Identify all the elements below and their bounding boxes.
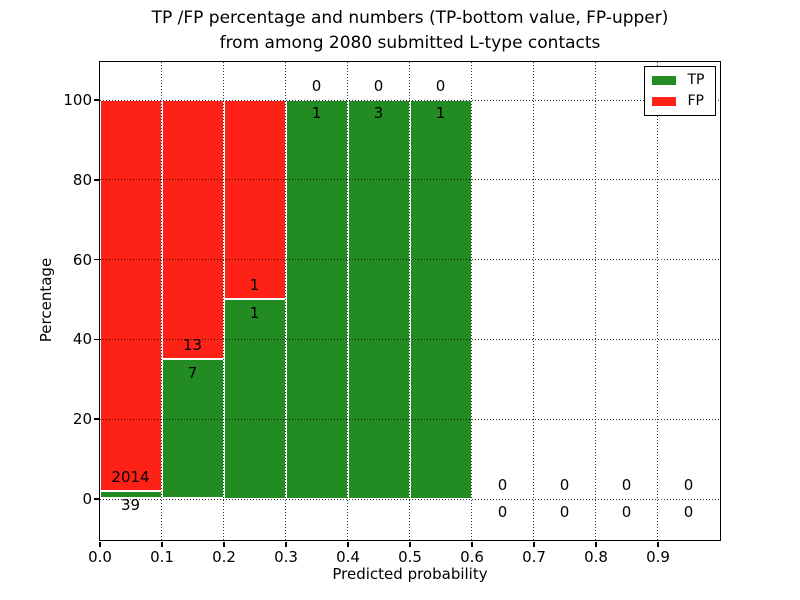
x-tick-label: 0.1	[150, 548, 174, 566]
legend-label-fp: FP	[687, 93, 705, 109]
tp-count-label: 39	[120, 495, 141, 514]
x-tick-mark	[347, 541, 349, 547]
fp-count-label: 1	[249, 276, 260, 295]
x-axis-label: Predicted probability	[332, 565, 488, 583]
bar-tp-segment	[409, 99, 472, 499]
x-tick-mark	[285, 541, 287, 547]
y-tick-label: 40	[72, 330, 92, 349]
x-tick-mark	[223, 541, 225, 547]
y-tick-mark	[93, 418, 99, 420]
legend-entry-fp: FP	[645, 91, 715, 112]
tp-count-label: 1	[435, 104, 446, 123]
fp-count-label: 0	[559, 475, 570, 494]
x-tick-label: 0.5	[398, 548, 422, 566]
x-tick-mark	[471, 541, 473, 547]
y-tick-mark	[93, 338, 99, 341]
bar-tp-segment	[161, 358, 224, 499]
x-tick-mark	[657, 541, 659, 547]
vertical-gridline	[285, 61, 286, 540]
fp-count-label: 0	[435, 76, 446, 95]
fp-count-label: 0	[311, 76, 322, 95]
horizontal-gridline	[99, 498, 720, 500]
chart-title: TP /FP percentage and numbers (TP-bottom…	[60, 6, 760, 56]
y-tick-mark	[93, 498, 99, 500]
plot-area: 2014 39 13 7 1 1 0 1 0 3 0 1 0 0 0 0 0 0 0 0 TP FP	[98, 60, 721, 541]
chart-title-line1: TP /FP percentage and numbers (TP-bottom…	[151, 8, 669, 28]
legend-label-tp: TP	[687, 72, 705, 88]
vertical-gridline	[161, 61, 162, 540]
horizontal-gridline	[99, 179, 720, 181]
y-tick-label: 80	[72, 170, 92, 189]
tp-count-label: 3	[373, 104, 384, 123]
fp-count-label: 13	[182, 335, 203, 354]
y-tick-mark	[93, 258, 99, 261]
tp-count-label: 7	[187, 363, 198, 382]
y-tick-label: 100	[63, 91, 92, 109]
bar-tp-segment	[285, 99, 348, 499]
fp-count-label: 2014	[111, 467, 150, 486]
tp-count-label: 1	[311, 104, 322, 123]
fp-count-label: 0	[373, 76, 384, 95]
x-tick-label: 0.2	[212, 548, 236, 566]
legend-entry-tp: TP	[645, 70, 715, 91]
fp-count-label: 0	[621, 475, 632, 494]
x-tick-label: 0.3	[274, 548, 298, 566]
fp-count-label: 0	[683, 475, 694, 494]
vertical-gridline	[533, 61, 534, 540]
vertical-gridline	[409, 61, 410, 540]
fp-count-label: 0	[497, 475, 508, 494]
x-tick-label: 0.7	[522, 548, 546, 566]
bar-tp-segment	[347, 99, 410, 499]
legend-swatch-fp	[651, 96, 676, 106]
tp-count-label: 1	[249, 303, 260, 322]
x-tick-label: 0.9	[646, 548, 670, 566]
bars-layer	[99, 62, 720, 540]
x-tick-mark	[99, 541, 101, 547]
x-tick-mark	[161, 541, 163, 547]
y-tick-mark	[93, 99, 99, 101]
bar-fp-segment	[223, 99, 286, 299]
vertical-gridline	[347, 61, 348, 540]
horizontal-gridline	[99, 418, 720, 420]
x-tick-label: 0.0	[88, 548, 112, 566]
vertical-gridline	[657, 61, 658, 540]
y-tick-label: 60	[72, 250, 92, 269]
tp-count-label: 0	[497, 503, 508, 522]
horizontal-gridline	[99, 338, 720, 340]
y-tick-label: 20	[72, 410, 92, 429]
legend-swatch-tp	[651, 75, 676, 85]
y-axis-label: Percentage	[37, 257, 55, 343]
x-tick-label: 0.8	[584, 548, 608, 566]
chart-title-line2: from among 2080 submitted L-type contact…	[219, 33, 601, 53]
vertical-gridline	[223, 61, 224, 540]
y-tick-mark	[93, 179, 99, 181]
vertical-gridline	[471, 61, 472, 540]
x-tick-label: 0.6	[460, 548, 484, 566]
y-tick-label: 0	[82, 490, 92, 508]
x-tick-mark	[595, 541, 597, 547]
bar-count-labels-layer: 2014 39 13 7 1 1 0 1 0 3 0 1 0 0 0 0 0 0 0 0	[100, 62, 720, 540]
x-tick-label: 0.4	[336, 548, 360, 566]
tp-count-label: 0	[683, 503, 694, 522]
tp-count-label: 0	[559, 503, 570, 522]
vertical-gridline	[595, 61, 596, 540]
gridlines-layer	[99, 61, 720, 540]
horizontal-gridline	[99, 259, 720, 261]
tp-count-label: 0	[621, 503, 632, 522]
legend: TP FP	[643, 65, 716, 116]
horizontal-gridline	[99, 99, 720, 101]
x-tick-mark	[409, 541, 411, 547]
x-tick-mark	[533, 541, 535, 547]
